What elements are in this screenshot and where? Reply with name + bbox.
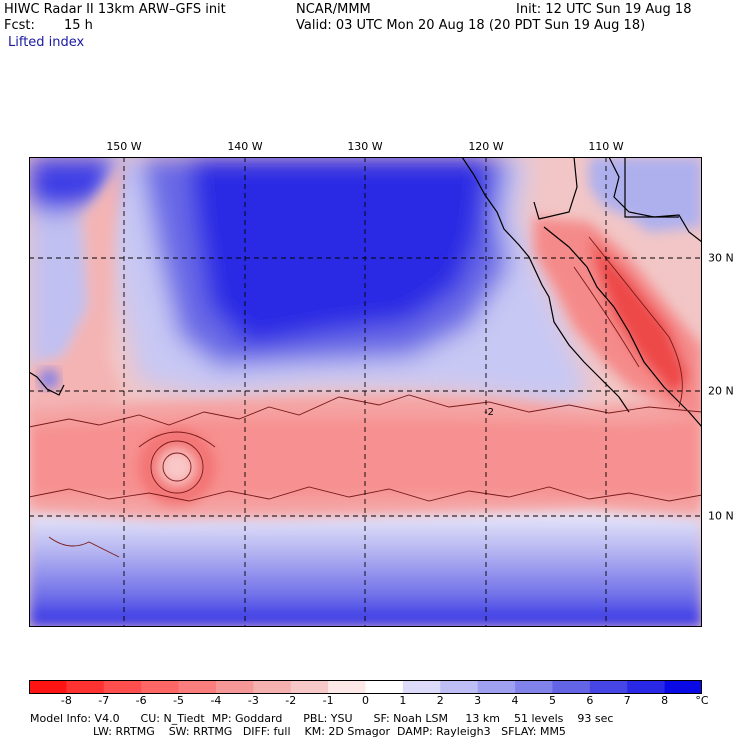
lat-lon-grid [29, 157, 702, 627]
colorbar [29, 680, 702, 694]
lat-label-10n: 10 N [708, 509, 734, 523]
colorbar-swatch [66, 680, 105, 694]
colorbar-tick-label: -2 [285, 694, 297, 707]
map-frame [29, 157, 702, 627]
colorbar-swatch [515, 680, 553, 694]
forecast-label: Fcst: [4, 18, 35, 33]
colorbar-frame [29, 680, 702, 694]
colorbar-tick-label: 5 [548, 694, 556, 707]
colorbar-swatch [365, 680, 404, 694]
colorbar-tick-label: -5 [173, 694, 185, 707]
colorbar-tick-label: 2 [436, 694, 444, 707]
model-title: HIWC Radar II 13km ARW–GFS init [4, 2, 226, 17]
lat-label-20n: 20 N [708, 384, 734, 398]
colorbar-swatch [328, 680, 366, 694]
colorbar-swatch [215, 680, 254, 694]
colorbar-tick-label: 6 [586, 694, 594, 707]
colorbar-swatch [440, 680, 479, 694]
colorbar-swatch [103, 680, 142, 694]
colorbar-tick-label: -8 [60, 694, 72, 707]
colorbar-swatch [552, 680, 591, 694]
colorbar-swatch [477, 680, 516, 694]
colorbar-tick-label: 3 [474, 694, 482, 707]
lon-label-140w: 140 W [227, 140, 263, 153]
colorbar-tick-label: -6 [135, 694, 147, 707]
colorbar-tick-label: -7 [98, 694, 110, 707]
model-info-line-1: Model Info: V4.0 CU: N_Tiedt MP: Goddard… [30, 712, 614, 725]
colorbar-tick-label: 7 [623, 694, 631, 707]
field-name: Lifted index [8, 35, 85, 50]
colorbar-swatch [402, 680, 441, 694]
colorbar-swatch [178, 680, 217, 694]
colorbar-tick-label: 8 [661, 694, 669, 707]
colorbar-swatch [664, 680, 702, 694]
colorbar-swatch [141, 680, 180, 694]
forecast-hour: 15 h [64, 18, 93, 33]
contour-lines [29, 236, 702, 558]
colorbar-tick-label: -4 [210, 694, 222, 707]
colorbar-swatch [29, 680, 67, 694]
colorbar-swatch [627, 680, 666, 694]
model-info-line-2: LW: RRTMG SW: RRTMG DIFF: full KM: 2D Sm… [30, 725, 566, 738]
colorbar-tick-label: -3 [247, 694, 259, 707]
lifted-index-map: -2 [29, 157, 702, 627]
init-time: Init: 12 UTC Sun 19 Aug 18 [516, 2, 692, 17]
contour-label: -2 [484, 407, 494, 418]
coastline [29, 157, 702, 428]
lat-label-30n: 30 N [708, 251, 734, 265]
colorbar-tick-label: 1 [399, 694, 407, 707]
org-label: NCAR/MMM [296, 2, 371, 17]
valid-time: Valid: 03 UTC Mon 20 Aug 18 (20 PDT Sun … [296, 18, 646, 33]
colorbar-unit: °C [695, 694, 709, 707]
lon-label-130w: 130 W [347, 140, 383, 153]
colorbar-tick-label: -1 [322, 694, 334, 707]
lon-label-150w: 150 W [106, 140, 142, 153]
colorbar-swatch [290, 680, 329, 694]
colorbar-swatch [253, 680, 292, 694]
colorbar-swatch [589, 680, 628, 694]
colorbar-tick-label: 4 [511, 694, 519, 707]
colorbar-tick-label: 0 [362, 694, 369, 707]
lon-label-120w: 120 W [468, 140, 504, 153]
lon-label-110w: 110 W [588, 140, 624, 153]
field-shading [29, 157, 702, 627]
